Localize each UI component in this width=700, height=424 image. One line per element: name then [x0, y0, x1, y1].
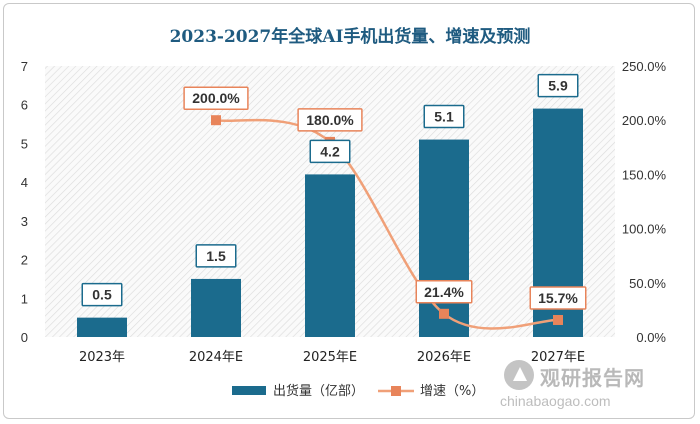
bar: [305, 174, 355, 337]
line-marker: [439, 308, 449, 319]
y-left-tick-label: 1: [21, 291, 28, 306]
x-category-label: 2027年E: [531, 350, 585, 365]
y-left-tick-label: 3: [21, 214, 28, 229]
bar-data-label: 1.5: [206, 248, 226, 264]
y-right-tick-label: 150.0%: [622, 167, 667, 182]
bar: [419, 139, 469, 337]
legend-bar-label: 出货量（亿部）: [273, 383, 364, 399]
line-data-label: 200.0%: [192, 90, 240, 106]
line-data-label: 15.7%: [538, 290, 578, 306]
bar-data-label-box: [81, 282, 123, 307]
x-category-label: 2025年E: [303, 350, 357, 365]
legend-line-marker: [391, 386, 401, 396]
bar-data-label: 5.9: [548, 78, 568, 94]
y-right-tick-label: 250.0%: [622, 59, 667, 74]
y-left-tick-label: 7: [21, 59, 28, 74]
line-data-label-box: [297, 108, 363, 132]
legend: 出货量（亿部） 增速（%）: [232, 383, 484, 399]
line-data-label: 21.4%: [424, 284, 464, 300]
line-marker: [211, 115, 221, 126]
x-category-label: 2026年E: [417, 350, 471, 365]
bar-data-label-box: [309, 139, 351, 164]
y-left-tick-label: 0: [21, 330, 28, 345]
bar-data-label: 5.1: [434, 109, 454, 125]
bar-data-label-box: [537, 73, 579, 98]
y-left-tick-label: 5: [21, 136, 28, 151]
watermark-logo-icon: [504, 360, 534, 390]
bar: [77, 317, 127, 337]
y-left-tick-label: 2: [21, 253, 28, 268]
line-data-label-box: [415, 280, 473, 304]
legend-line-label: 增速（%）: [420, 384, 484, 399]
x-category-label: 2024年E: [189, 350, 243, 365]
bar-data-label-box: [423, 104, 465, 129]
y-right-tick-label: 200.0%: [622, 113, 667, 128]
line-data-label-box: [529, 286, 587, 310]
watermark-url: chinabaogao.com: [500, 393, 611, 409]
legend-bar-swatch: [232, 386, 266, 395]
y-left-tick-label: 4: [21, 175, 28, 190]
bar-data-label: 0.5: [92, 287, 112, 303]
line-data-label: 180.0%: [306, 112, 354, 128]
y-right-tick-label: 100.0%: [622, 222, 667, 237]
y-left-tick-label: 6: [21, 98, 28, 113]
bar-data-label: 4.2: [320, 143, 340, 159]
bar: [191, 278, 241, 337]
line-marker: [553, 314, 563, 325]
line-data-label-box: [183, 86, 249, 110]
growth-line: [215, 118, 559, 330]
bar-data-label-box: [195, 244, 237, 268]
watermark-text: 观研报告网: [540, 366, 645, 390]
chart-title: 2023-2027年全球AI手机出货量、增速及预测: [169, 27, 531, 47]
x-category-label: 2023年: [79, 350, 125, 365]
y-right-tick-label: 50.0%: [629, 276, 666, 291]
y-right-tick-label: 0.0%: [636, 330, 666, 345]
